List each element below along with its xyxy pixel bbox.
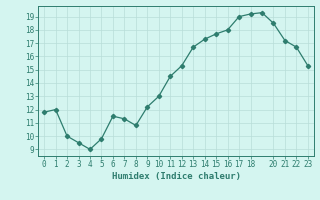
X-axis label: Humidex (Indice chaleur): Humidex (Indice chaleur) [111, 172, 241, 181]
